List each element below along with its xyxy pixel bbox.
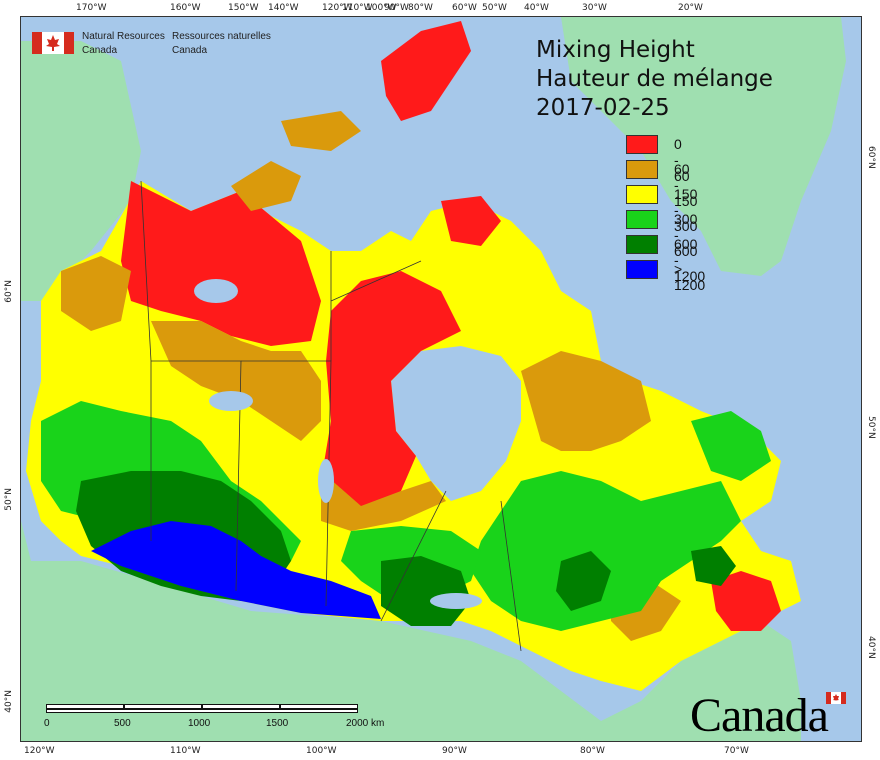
great-slave-lake <box>209 391 253 411</box>
legend-swatch <box>626 210 658 229</box>
province-boundaries <box>140 180 522 652</box>
tick-left-3: 40°N <box>4 690 14 713</box>
legend-label: > 1200 <box>674 261 706 293</box>
scale-label: 500 <box>114 718 131 729</box>
tick-top-6: 110°W <box>342 3 373 13</box>
tick-bottom-6: 70°W <box>724 746 749 756</box>
tick-top-3: 150°W <box>228 3 259 13</box>
zone-blue <box>91 521 381 619</box>
legend-label: 600 - 1200 <box>674 236 706 284</box>
canada-flag-icon <box>32 32 74 54</box>
legend-swatch <box>626 260 658 279</box>
zone-arctic-orange <box>281 111 361 151</box>
zone-plains-orange <box>151 321 321 441</box>
wordmark-flag-icon <box>826 692 846 704</box>
usa-landmass <box>21 521 801 741</box>
scale-baseline <box>46 709 358 713</box>
title-line-en: Mixing Height <box>536 37 695 63</box>
canada-wordmark: Canada <box>690 689 829 742</box>
tick-top-11: 50°W <box>482 3 507 13</box>
legend-swatch <box>626 135 658 154</box>
tick-bottom-1: 120°W <box>24 746 55 756</box>
map-title: Mixing Height Hauteur de mélange 2017-02… <box>536 36 773 123</box>
tick-top-5: 120°W <box>322 3 353 13</box>
zone-west-orange <box>61 256 131 331</box>
tick-top-14: 20°W <box>678 3 703 13</box>
legend-label: 150 - 300 <box>674 186 698 234</box>
tick-right-1: 60°N <box>866 146 876 169</box>
title-date: 2017-02-25 <box>536 95 670 121</box>
tick-top-4: 140°W <box>268 3 299 13</box>
greenland-landmass <box>561 17 846 276</box>
agency-en-line1: Natural Resources <box>82 31 165 42</box>
agency-fr-line1: Ressources naturelles <box>172 31 271 42</box>
tick-right-2: 50°N <box>866 416 876 439</box>
scale-segment <box>280 704 358 709</box>
legend-swatch <box>626 160 658 179</box>
zone-baffin-red <box>441 196 501 246</box>
agency-name-fr: Ressources naturelles Canada <box>172 30 302 58</box>
scale-segment <box>46 704 124 709</box>
legend-label: 0 - 60 <box>674 136 690 184</box>
tick-bottom-3: 100°W <box>306 746 337 756</box>
agency-en-line2: Canada <box>82 45 118 56</box>
zone-labrador-orange <box>521 351 651 451</box>
tick-left-2: 50°N <box>4 488 14 511</box>
tick-bottom-2: 110°W <box>170 746 201 756</box>
tick-top-9: 80°W <box>408 3 433 13</box>
zone-nunavut-orange <box>231 161 301 211</box>
lake-superior <box>430 593 482 609</box>
zone-ontario-orange <box>321 471 446 531</box>
zone-east-green <box>471 471 741 631</box>
legend-label: 60 - 150 <box>674 161 698 209</box>
scale-segment <box>124 704 202 709</box>
zone-quebec-darkgreen <box>556 551 611 611</box>
tick-top-13: 30°W <box>582 3 607 13</box>
tick-top-10: 60°W <box>452 3 477 13</box>
zone-central-red <box>321 271 461 521</box>
tick-top-12: 40°W <box>524 3 549 13</box>
scale-label: 0 <box>44 718 50 729</box>
tick-top-2: 160°W <box>170 3 201 13</box>
zone-north-red <box>121 181 321 346</box>
agency-fr-line2: Canada <box>172 45 208 56</box>
hudson-bay <box>391 346 521 501</box>
tick-top-7: 100°W <box>366 3 397 13</box>
alaska-landmass <box>21 41 141 301</box>
zone-labrador-green <box>691 411 771 481</box>
zone-ellesmere-red <box>381 21 471 121</box>
scale-segment <box>202 704 280 709</box>
great-bear-lake <box>194 279 238 303</box>
tick-bottom-5: 80°W <box>580 746 605 756</box>
agency-name-en: Natural Resources Canada <box>82 30 182 58</box>
title-line-fr: Hauteur de mélange <box>536 66 773 92</box>
zone-maritimes-red <box>711 571 781 631</box>
legend-swatch <box>626 235 658 254</box>
tick-left-1: 60°N <box>4 280 14 303</box>
scale-label: 2000 km <box>346 718 385 729</box>
scale-label: 1000 <box>188 718 211 729</box>
tick-top-1: 170°W <box>76 3 107 13</box>
tick-bottom-4: 90°W <box>442 746 467 756</box>
scale-label: 1500 <box>266 718 289 729</box>
map-svg <box>21 17 846 741</box>
map-canvas[interactable] <box>20 16 862 742</box>
tick-right-3: 40°N <box>866 636 876 659</box>
legend-label: 300 - 600 <box>674 211 698 259</box>
lake-winnipeg <box>318 459 334 503</box>
tick-top-8: 90°W <box>384 3 409 13</box>
legend-swatch <box>626 185 658 204</box>
zone-ne-darkgreen <box>691 546 736 586</box>
